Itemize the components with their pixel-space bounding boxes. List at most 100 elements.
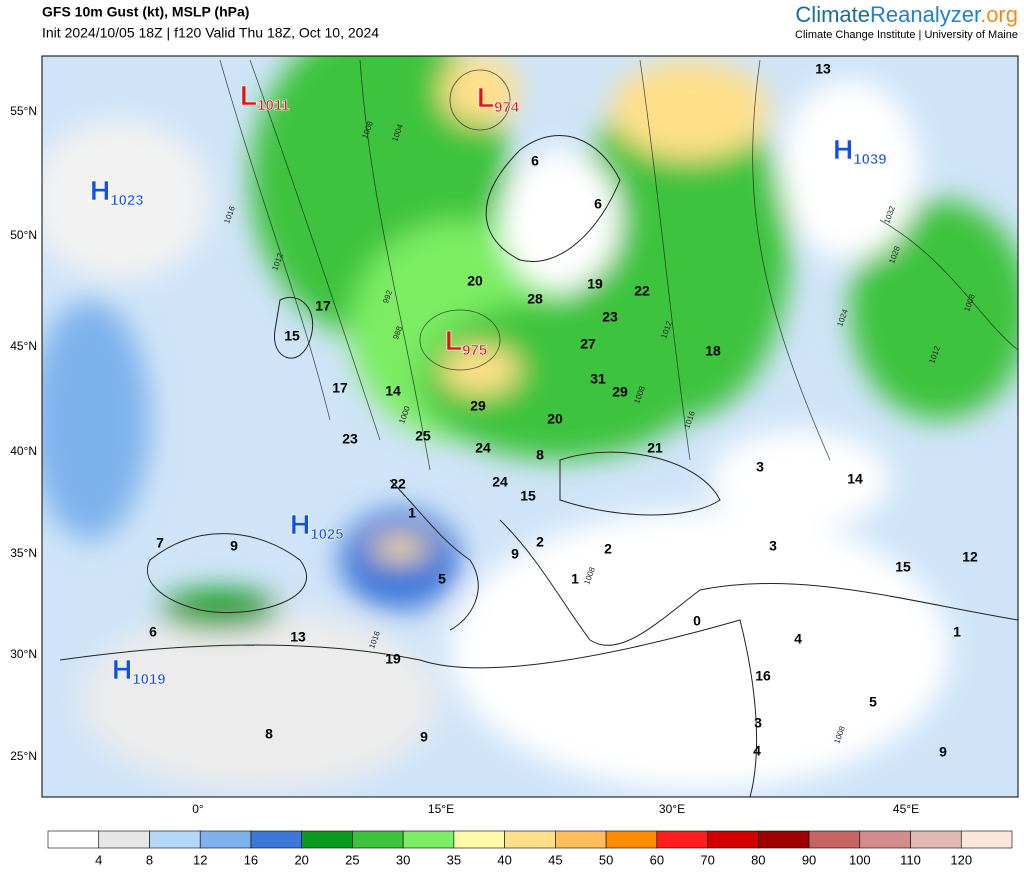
colorbar-swatch	[98, 830, 150, 849]
gust-label: 8	[536, 447, 544, 463]
brand-subtitle: Climate Change Institute | University of…	[795, 29, 1018, 41]
pressure-system: L974	[477, 82, 520, 116]
gust-label: 12	[962, 549, 978, 565]
lon-label: 15°E	[428, 802, 454, 816]
colorbar-label: 50	[599, 852, 613, 867]
lat-label: 35°N	[10, 546, 37, 560]
subtitle: Init 2024/10/05 18Z | f120 Valid Thu 18Z…	[42, 25, 379, 41]
pressure-letter: H	[90, 175, 110, 206]
brand-part: Climate	[795, 2, 870, 27]
colorbar-label: 25	[345, 852, 359, 867]
colorbar-swatch	[808, 830, 861, 849]
pressure-system: L1011	[240, 80, 290, 114]
pressure-value: 975	[462, 342, 487, 359]
colorbar-label: 80	[751, 852, 765, 867]
colorbar-label: 60	[650, 852, 664, 867]
gust-label: 3	[754, 715, 762, 731]
gust-label: 15	[895, 559, 911, 575]
pressure-system: H1025	[290, 509, 344, 543]
isobar-label: 988	[391, 325, 404, 341]
gust-label: 8	[265, 726, 273, 742]
colorbar-swatch	[504, 830, 556, 849]
gust-label: 3	[769, 538, 777, 554]
pressure-value: 1039	[853, 151, 886, 168]
pressure-letter: L	[240, 80, 257, 111]
gust-label: 15	[284, 328, 300, 344]
pressure-letter: H	[833, 134, 853, 165]
colorbar-label: 8	[146, 852, 153, 867]
isobar-label: 992	[381, 289, 394, 305]
colorbar-swatch	[250, 830, 302, 849]
gust-label: 2	[536, 534, 544, 550]
pressure-value: 974	[494, 99, 520, 116]
pressure-system: H1019	[112, 654, 166, 688]
gust-label: 7	[156, 535, 164, 551]
gust-label: 15	[520, 488, 536, 504]
pressure-system: L975	[445, 325, 487, 359]
gust-label: 14	[847, 471, 863, 487]
gust-label: 23	[342, 431, 358, 447]
pressure-letter: L	[477, 82, 494, 113]
colorbar-label: 4	[95, 852, 102, 867]
pressure-letter: H	[112, 654, 132, 685]
map-field	[42, 56, 1018, 797]
brand-part: Reanalyzer	[870, 2, 981, 27]
gust-label: 22	[390, 476, 406, 492]
colorbar-swatch	[301, 830, 353, 849]
colorbar-label: 35	[447, 852, 461, 867]
lat-label: 55°N	[10, 104, 37, 118]
gust-label: 1	[571, 571, 579, 587]
gust-label: 18	[705, 343, 721, 359]
title: GFS 10m Gust (kt), MSLP (hPa)	[42, 4, 249, 20]
gust-label: 4	[753, 743, 761, 759]
lon-label: 30°E	[659, 802, 685, 816]
colorbar-swatch	[453, 830, 505, 849]
gust-label: 23	[602, 309, 618, 325]
gust-label: 17	[332, 380, 348, 396]
pressure-system: H1039	[833, 134, 887, 168]
colorbar-label: 12	[193, 852, 207, 867]
gust-label: 21	[647, 440, 663, 456]
gust-label: 14	[385, 383, 401, 399]
colorbar-swatch	[555, 830, 607, 849]
colorbar-swatch	[859, 830, 911, 849]
lon-label: 45°E	[893, 802, 919, 816]
gust-label: 17	[315, 298, 331, 314]
pressure-value: 1019	[132, 671, 165, 688]
gust-label: 16	[755, 668, 771, 684]
pressure-letter: H	[290, 509, 310, 540]
gust-label: 6	[149, 624, 157, 640]
lat-label: 40°N	[10, 444, 37, 458]
gust-label: 13	[290, 629, 306, 645]
colorbar-swatch	[656, 830, 708, 849]
gust-label: 28	[527, 291, 543, 307]
gust-label: 6	[531, 153, 539, 169]
colorbar-label: 20	[294, 852, 308, 867]
gust-label: 20	[467, 273, 483, 289]
map-frame	[41, 55, 1019, 798]
gust-label: 13	[815, 61, 831, 77]
gust-label: 4	[794, 631, 802, 647]
colorbar-swatch	[199, 830, 252, 849]
isobars	[219, 59, 1018, 471]
lat-label: 25°N	[10, 749, 37, 763]
colorbar-label: 70	[700, 852, 714, 867]
colorbar-label: 100	[849, 852, 871, 867]
pressure-system: H1023	[90, 175, 144, 209]
gust-label: 9	[939, 744, 947, 760]
colorbar-swatch	[149, 830, 201, 849]
colorbar-swatch	[352, 830, 404, 849]
gust-label: 3	[756, 459, 764, 475]
lon-label: 0°	[192, 802, 204, 816]
gust-label: 24	[475, 440, 491, 456]
gust-label: 2	[604, 541, 612, 557]
brand-part: .org	[980, 2, 1018, 27]
colorbar-swatch	[707, 830, 759, 849]
gust-label: 9	[420, 729, 428, 745]
colorbar-label: 40	[497, 852, 511, 867]
gust-label: 5	[438, 571, 446, 587]
colorbar-label: 90	[802, 852, 816, 867]
pressure-value: 1011	[257, 97, 290, 114]
gust-label: 19	[587, 276, 603, 292]
gust-label: 0	[693, 613, 701, 629]
